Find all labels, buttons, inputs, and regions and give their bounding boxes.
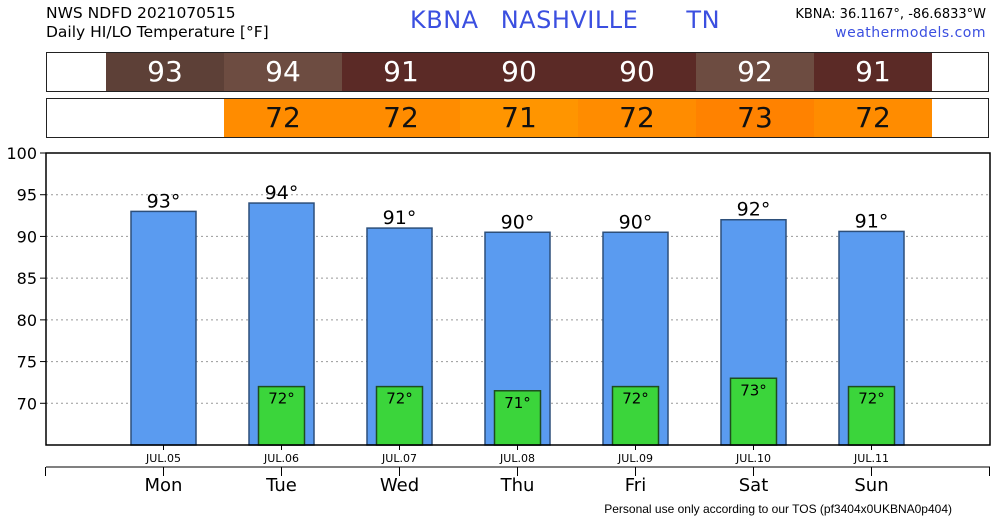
date-label: JUL.07 (381, 452, 417, 465)
low-value-label: 71° (504, 394, 531, 412)
low-value-label: 72° (386, 390, 413, 408)
low-value-label: 73° (740, 381, 767, 399)
low-temperature-strip: 72 72 71 72 73 72 (46, 98, 989, 138)
high-value-label: 90° (501, 211, 535, 233)
hi_strip-cell: 91 (342, 53, 460, 91)
y-tick-label: 70 (17, 394, 37, 413)
day-label: Sat (739, 475, 769, 496)
high-value-label: 94° (265, 182, 299, 204)
date-label: JUL.10 (735, 452, 771, 465)
day-label: Fri (625, 475, 646, 496)
location-title: KBNA NASHVILLE TN (410, 6, 720, 34)
coordinates: KBNA: 36.1167°, -86.6833°W (795, 7, 986, 22)
station-code: KBNA (410, 6, 479, 34)
date-label: JUL.08 (499, 452, 535, 465)
low-bar (611, 385, 660, 446)
day-label: Wed (380, 475, 419, 496)
header-info: NWS NDFD 2021070515 Daily HI/LO Temperat… (46, 4, 269, 42)
site-link[interactable]: weathermodels.com (835, 25, 986, 41)
city-name: NASHVILLE (500, 6, 639, 34)
lo_strip-cell: 72 (224, 99, 342, 137)
high-value-label: 90° (619, 211, 653, 233)
low-bar (257, 385, 306, 446)
date-label: JUL.06 (263, 452, 299, 465)
product-label: Daily HI/LO Temperature [°F] (46, 23, 269, 41)
lo_strip-cell: 72 (342, 99, 460, 137)
low-value-label: 72° (858, 390, 885, 408)
header-right: KBNA: 36.1167°, -86.6833°W weathermodels… (795, 5, 986, 43)
lo_strip-cell: 72 (814, 99, 932, 137)
day-label: Thu (500, 475, 535, 496)
day-label: Mon (145, 475, 183, 496)
y-tick-label: 90 (17, 227, 37, 246)
day-label: Sun (854, 475, 888, 496)
low-bar (375, 385, 424, 446)
model-run-label: NWS NDFD 2021070515 (46, 4, 236, 22)
y-tick-label: 95 (17, 186, 37, 205)
day-label: Tue (265, 475, 297, 496)
lo_strip-cell: 72 (578, 99, 696, 137)
hi_strip-cell: 92 (696, 53, 814, 91)
y-tick-label: 100 (6, 144, 37, 163)
lo_strip-cell (106, 99, 224, 137)
hi_strip-cell: 90 (460, 53, 578, 91)
date-label: JUL.05 (145, 452, 181, 465)
lo_strip-cell: 71 (460, 99, 578, 137)
high-bar (130, 210, 197, 446)
high-temperature-strip: 93 94 91 90 90 92 91 (46, 52, 989, 92)
low-bar (847, 385, 896, 446)
low-bar (493, 390, 542, 446)
date-label: JUL.09 (617, 452, 653, 465)
y-tick-label: 80 (17, 311, 37, 330)
high-value-label: 91° (383, 207, 417, 229)
high-value-label: 91° (855, 210, 889, 232)
low-bar (729, 377, 778, 446)
y-tick-label: 85 (17, 269, 37, 288)
hi_strip-cell: 94 (224, 53, 342, 91)
low-value-label: 72° (268, 390, 295, 408)
y-tick-label: 75 (17, 353, 37, 372)
lo_strip-cell: 73 (696, 99, 814, 137)
low-value-label: 72° (622, 390, 649, 408)
footer-disclaimer: Personal use only according to our TOS (… (604, 502, 952, 516)
hi_strip-cell: 90 (578, 53, 696, 91)
high-value-label: 92° (737, 199, 771, 221)
high-value-label: 93° (147, 190, 181, 212)
date-label: JUL.11 (853, 452, 889, 465)
hi_strip-cell: 91 (814, 53, 932, 91)
hi_strip-cell: 93 (106, 53, 224, 91)
state-code: TN (686, 6, 721, 34)
